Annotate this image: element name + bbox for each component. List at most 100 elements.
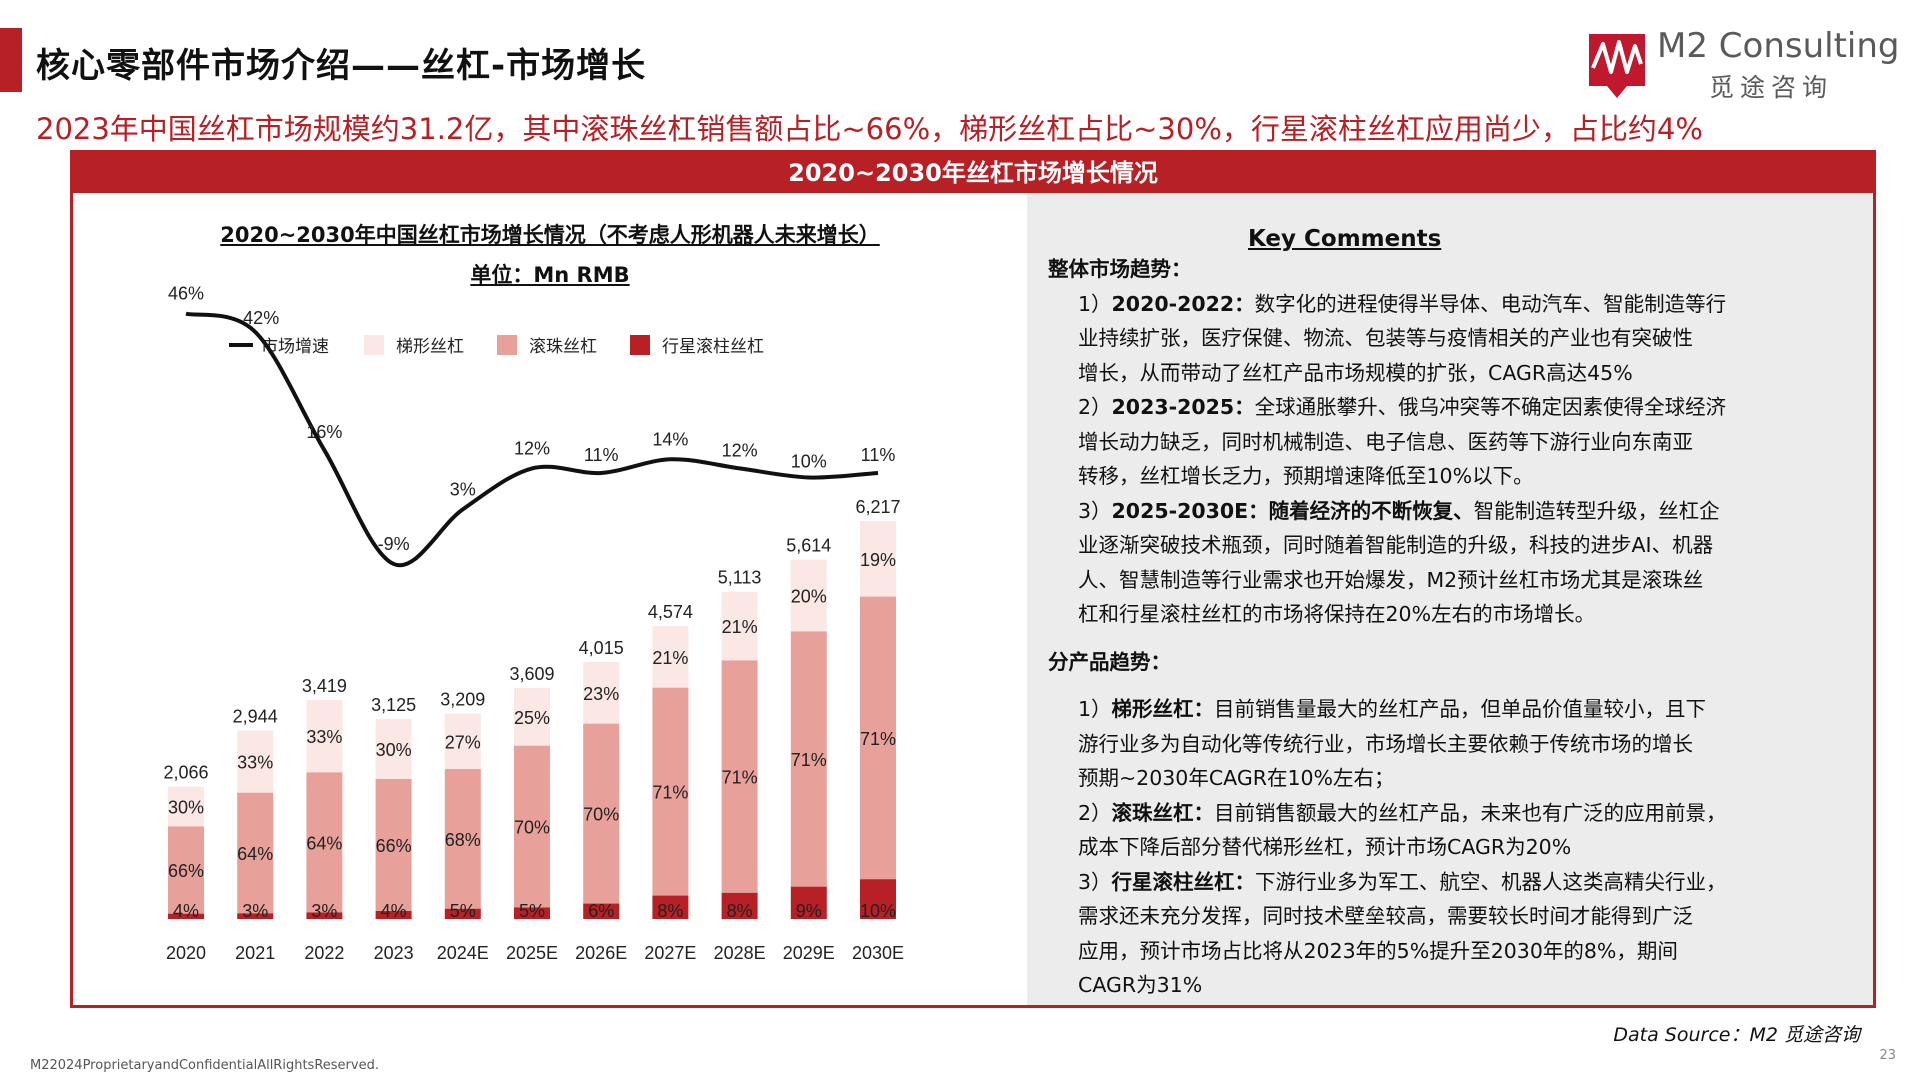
product-trend-heading: 分产品趋势： (1048, 649, 1171, 674)
panel-header: 2020~2030年丝杠市场增长情况 (73, 153, 1873, 193)
data-label-planetary: 6% (588, 901, 614, 921)
comments-background (1027, 193, 1873, 1005)
content-panel: 2020~2030年丝杠市场增长情况 2020~2030年中国丝杠市场增长情况（… (70, 150, 1876, 1008)
data-label-trapezoidal: 33% (237, 753, 273, 773)
comment-item: 3）行星滚柱丝杠：下游行业多为军工、航空、机器人这类高精尖行业， 需求还未充分发… (1078, 869, 1727, 998)
x-tick-label: 2028E (714, 943, 766, 963)
bar-segment-ball-screw (514, 745, 550, 908)
data-label-ball-screw: 71% (860, 729, 896, 749)
data-label-trapezoidal: 23% (583, 684, 619, 704)
bar-segment-trapezoidal (444, 713, 481, 770)
data-label-trapezoidal: 30% (376, 740, 412, 760)
data-label-ball-screw: 71% (722, 768, 758, 788)
slide-subtitle: 2023年中国丝杠市场规模约31.2亿，其中滚珠丝杠销售额占比~66%，梯形丝杠… (36, 112, 1703, 146)
bar-segment-planetary (721, 892, 758, 919)
data-label-trapezoidal: 25% (514, 708, 550, 728)
data-label-trapezoidal: 21% (722, 617, 758, 637)
total-label: 3,609 (509, 664, 554, 684)
legend-label: 行星滚柱丝杠 (662, 337, 764, 357)
bar-segment-planetary (514, 907, 550, 919)
total-label: 6,217 (855, 497, 900, 517)
growth-label: -9% (378, 534, 410, 554)
data-label-ball-screw: 66% (168, 861, 204, 881)
growth-rate-line (185, 311, 879, 568)
bar-segment-trapezoidal (790, 559, 827, 632)
legend-label: 市场增速 (261, 337, 329, 357)
x-tick-label: 2020 (166, 943, 206, 963)
overall-trend-heading: 整体市场趋势： (1048, 257, 1192, 281)
total-label: 3,125 (371, 695, 416, 715)
data-label-planetary: 3% (242, 901, 268, 921)
bar-segment-trapezoidal (168, 786, 204, 827)
bar-segment-ball-screw (721, 660, 758, 893)
bar-segment-planetary (237, 913, 274, 919)
x-tick-label: 2026E (575, 943, 627, 963)
bar-segment-planetary (168, 913, 204, 919)
data-label-ball-screw: 64% (237, 844, 273, 864)
total-label: 3,209 (440, 690, 485, 710)
comment-item: 2）2023-2025：全球通胀攀升、俄乌冲突等不确定因素使得全球经济 增长动力… (1078, 395, 1727, 488)
data-label-planetary: 3% (311, 901, 337, 921)
bar-segment-planetary (375, 910, 412, 919)
growth-label: 46% (168, 284, 204, 304)
x-tick-label: 2030E (852, 943, 904, 963)
x-tick-label: 2027E (644, 943, 696, 963)
total-label: 5,113 (718, 568, 762, 588)
x-tick-label: 2021 (235, 943, 275, 963)
data-label-ball-screw: 70% (514, 818, 550, 838)
bar-segment-planetary (306, 912, 343, 919)
page-number: 23 (1879, 1048, 1896, 1063)
growth-label: 14% (652, 429, 688, 449)
data-label-ball-screw: 71% (652, 783, 688, 803)
title-accent-bar (0, 28, 22, 92)
m2-consulting-logo: M2 Consulting 觅途咨询 (1583, 24, 1899, 104)
chart-title: 2020~2030年中国丝杠市场增长情况（不考虑人形机器人未来增长） (220, 223, 880, 247)
bar-segment-trapezoidal (652, 626, 689, 688)
data-label-trapezoidal: 19% (860, 550, 896, 570)
bar-segment-planetary (860, 879, 896, 919)
bar-segment-planetary (444, 908, 481, 919)
legend-swatch (630, 335, 650, 355)
data-label-trapezoidal: 27% (445, 732, 481, 752)
x-tick-label: 2025E (506, 943, 558, 963)
data-label-trapezoidal: 20% (791, 587, 827, 607)
total-label: 4,574 (648, 602, 693, 622)
legend-swatch (497, 335, 517, 355)
data-label-planetary: 8% (727, 901, 753, 921)
bar-segment-trapezoidal (583, 661, 620, 724)
bar-segment-ball-screw (375, 778, 412, 911)
bar-segment-planetary (583, 903, 620, 919)
legend-label: 梯形丝杠 (396, 337, 464, 357)
bar-segment-ball-screw (860, 596, 896, 880)
bar-segment-ball-screw (306, 772, 343, 913)
bar-segment-ball-screw (652, 687, 689, 896)
bar-segment-ball-screw (790, 631, 827, 887)
bar-segment-ball-screw (237, 792, 274, 914)
growth-label: 10% (791, 452, 827, 472)
growth-label: 11% (584, 445, 619, 465)
data-label-ball-screw: 70% (583, 805, 619, 825)
key-comments-body: 整体市场趋势： 1）2020-2022：数字化的进程使得半导体、电动汽车、智能制… (1048, 252, 1848, 1003)
growth-label: 16% (306, 422, 342, 442)
market-growth-chart: 市场增速 梯形丝杠 滚珠丝杠 行星滚柱丝杠 4% 66% 30% 2,066 2020 3% 64%… (163, 284, 904, 963)
data-label-planetary: 8% (657, 901, 683, 921)
bar-segment-ball-screw (583, 723, 620, 904)
legend-swatch (364, 335, 384, 355)
comment-item: 2）滚珠丝杠：目前销售额最大的丝杠产品，未来也有广泛的应用前景， 成本下降后部分… (1078, 800, 1727, 860)
legend-label: 滚珠丝杠 (529, 337, 597, 357)
growth-label: 12% (514, 438, 550, 458)
growth-label: 12% (722, 440, 758, 460)
total-label: 4,015 (579, 638, 624, 658)
data-label-trapezoidal: 21% (652, 648, 688, 668)
data-label-ball-screw: 66% (376, 836, 412, 856)
m2-logo-icon (1589, 34, 1645, 98)
bar-segment-planetary (652, 895, 689, 919)
data-label-planetary: 4% (381, 901, 407, 921)
comment-item: 1）梯形丝杠：目前销售量最大的丝杠产品，但单品价值量较小，且下 游行业多为自动化… (1078, 697, 1707, 790)
bar-segment-trapezoidal (237, 730, 274, 793)
x-tick-label: 2024E (437, 943, 489, 963)
total-label: 5,614 (786, 536, 831, 556)
growth-label: 42% (243, 308, 279, 328)
data-label-ball-screw: 71% (791, 750, 827, 770)
total-label: 2,066 (163, 763, 208, 783)
